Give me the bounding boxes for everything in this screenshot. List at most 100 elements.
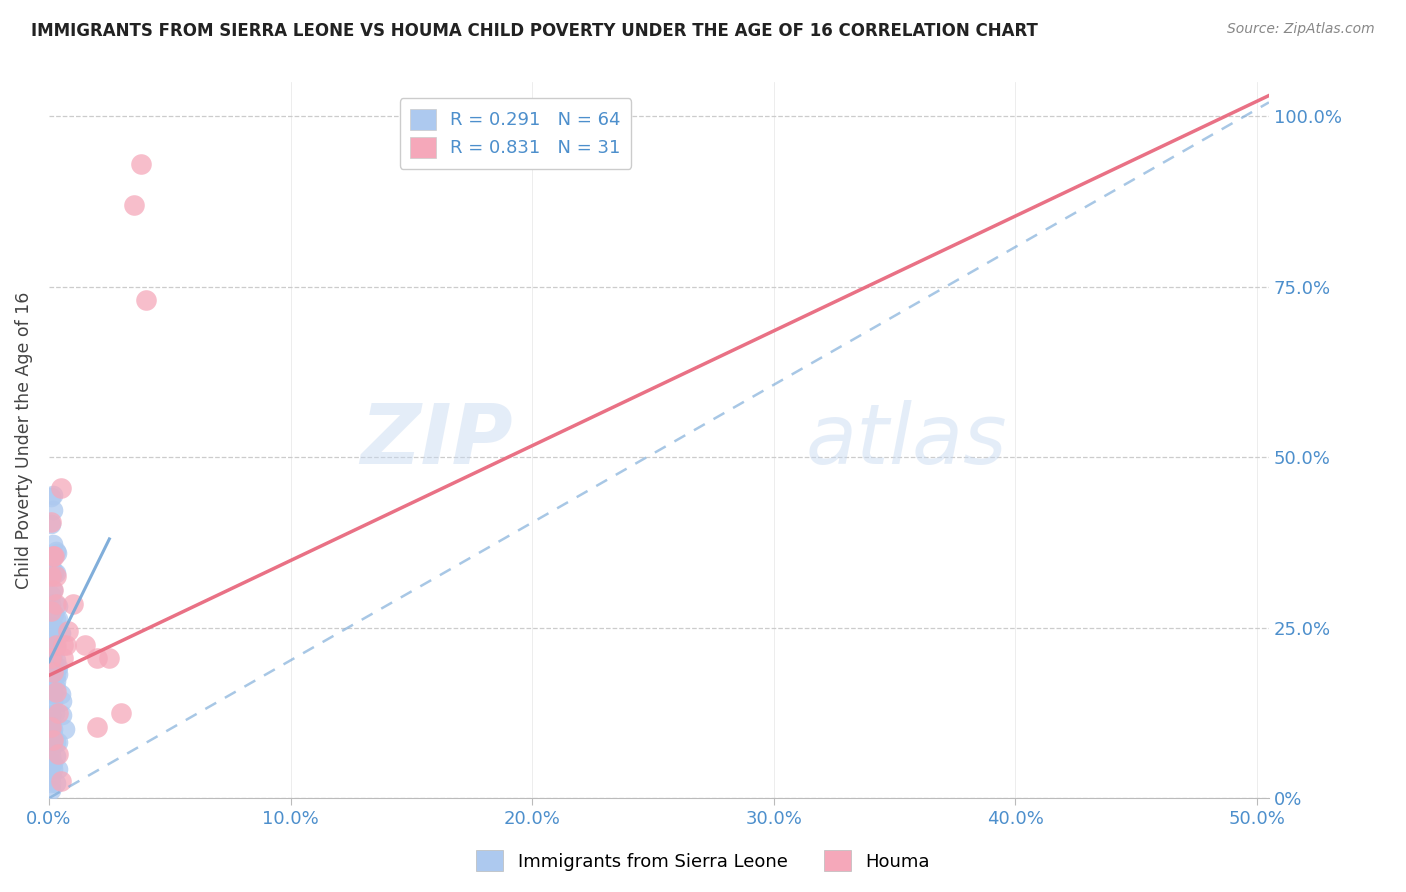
Point [98,651,121,665]
Point [45,640,67,654]
Point [49,774,72,789]
Point [41,685,63,699]
Point [52,638,75,652]
Point [41,619,63,633]
Point [42,655,65,669]
Point [46,599,69,613]
Point [41,569,63,583]
Point [86,651,108,665]
Point [41,701,63,715]
Point [39,776,62,790]
Point [42,688,65,702]
Legend: Immigrants from Sierra Leone, Houma: Immigrants from Sierra Leone, Houma [470,843,936,879]
Point [55,638,77,652]
Text: atlas: atlas [806,400,1007,481]
Point [39,748,62,763]
Point [42,549,65,563]
Y-axis label: Child Poverty Under the Age of 16: Child Poverty Under the Age of 16 [15,292,32,589]
Point [41,583,63,598]
Point [42,537,65,551]
Point [41,719,63,733]
Point [45,735,67,749]
Point [42,565,65,579]
Point [42,722,65,736]
Point [45,667,67,681]
Text: ZIP: ZIP [360,400,513,481]
Point [41,516,63,531]
Point [46,660,69,674]
Point [46,747,69,761]
Point [45,748,67,763]
Point [52,651,75,665]
Point [39,668,62,682]
Point [41,707,63,722]
Point [45,673,67,688]
Point [41,641,63,656]
Point [41,597,63,611]
Point [45,653,67,667]
Point [45,685,67,699]
Point [42,607,65,621]
Point [42,756,65,770]
Point [42,632,65,647]
Point [41,515,63,529]
Point [39,490,62,504]
Point [122,197,145,211]
Point [42,549,65,563]
Text: IMMIGRANTS FROM SIERRA LEONE VS HOUMA CHILD POVERTY UNDER THE AGE OF 16 CORRELAT: IMMIGRANTS FROM SIERRA LEONE VS HOUMA CH… [31,22,1038,40]
Point [39,769,62,783]
Point [49,626,72,640]
Text: Source: ZipAtlas.com: Source: ZipAtlas.com [1227,22,1375,37]
Point [45,681,67,695]
Point [42,665,65,679]
Point [135,293,157,308]
Point [49,481,72,495]
Point [42,487,65,501]
Point [49,688,72,702]
Point [42,735,65,749]
Point [41,588,63,602]
Point [41,558,63,572]
Point [41,714,63,729]
Point [45,566,67,580]
Point [51,694,73,708]
Point [44,621,66,635]
Point [42,638,65,652]
Point [41,723,63,737]
Point [58,624,80,638]
Point [39,742,62,756]
Point [39,757,62,772]
Point [41,626,63,640]
Point [42,733,65,747]
Point [45,612,67,626]
Point [44,706,66,720]
Point [42,503,65,517]
Point [46,545,69,559]
Point [75,638,97,652]
Point [53,722,76,736]
Point [51,707,73,722]
Point [42,763,65,777]
Point [42,647,65,661]
Point [110,706,132,720]
Point [45,776,67,790]
Point [41,603,63,617]
Point [42,583,65,598]
Point [39,783,62,797]
Point [45,569,67,583]
Point [45,638,67,652]
Point [41,651,63,665]
Point [86,719,108,733]
Point [41,653,63,667]
Point [46,735,69,749]
Point [46,706,69,720]
Point [42,728,65,742]
Point [45,597,67,611]
Legend: R = 0.291   N = 64, R = 0.831   N = 31: R = 0.291 N = 64, R = 0.831 N = 31 [399,98,631,169]
Point [46,612,69,626]
Point [46,763,69,777]
Point [45,544,67,558]
Point [46,667,69,681]
Point [129,157,152,171]
Point [42,694,65,708]
